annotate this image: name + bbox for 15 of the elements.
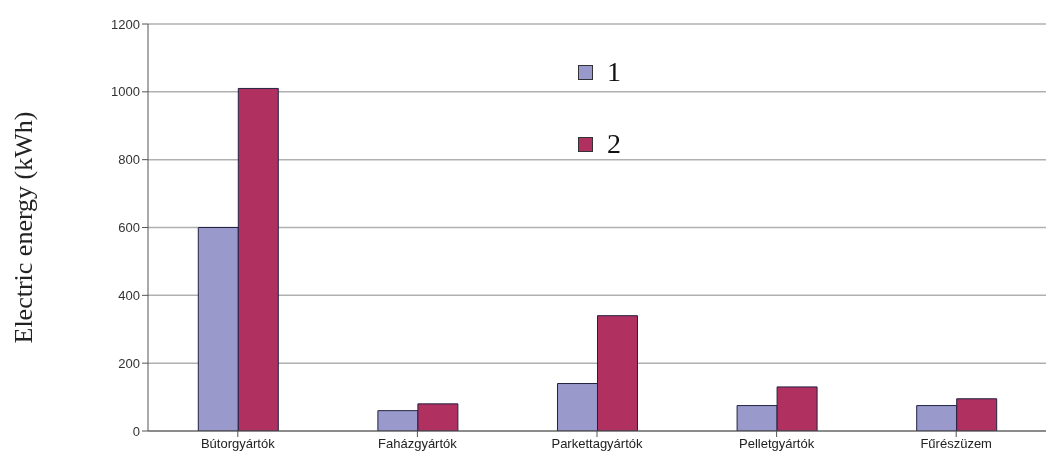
legend-label: 1 [606, 55, 621, 89]
x-tick-label: Faházgyártók [378, 436, 458, 452]
y-tick-label: 200 [118, 355, 140, 371]
legend-label: 2 [606, 127, 621, 161]
x-tick-label: Pelletgyártók [739, 436, 815, 452]
x-tick-label: Bútorgyártók [200, 436, 276, 452]
y-tick-label: 400 [118, 287, 140, 303]
y-tick-label: 1000 [111, 84, 140, 100]
x-tick-label: Parkettagyártók [551, 436, 644, 452]
y-tick-label: 600 [118, 220, 140, 236]
y-tick-label: 0 [132, 423, 140, 439]
x-tick-label: Fűrészüzem [920, 436, 992, 452]
y-axis-title: Electric energy (kWh) [9, 111, 39, 344]
y-tick-label: 1200 [111, 16, 140, 32]
y-tick-label: 800 [118, 152, 140, 168]
